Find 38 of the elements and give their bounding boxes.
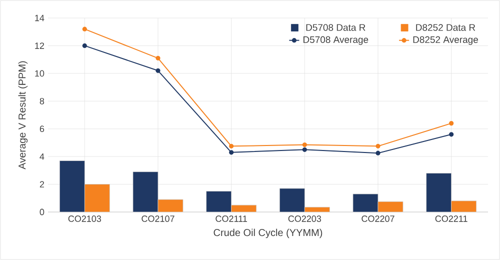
point	[449, 132, 454, 137]
y-tick-label: 10	[35, 70, 44, 77]
legend-label: D8252 Average	[413, 36, 478, 45]
x-axis-title: Crude Oil Cycle (YYMM)	[214, 228, 322, 238]
bar	[352, 194, 378, 212]
point	[229, 144, 234, 148]
point	[229, 150, 234, 155]
x-tick-label: CO2211	[435, 216, 468, 222]
y-tick-label: 12	[35, 42, 44, 49]
x-tick-label: CO2207	[362, 216, 394, 222]
bar	[59, 160, 85, 212]
point	[82, 26, 87, 32]
legend-label: D8252 Data R	[416, 24, 476, 31]
legend-label: D5708 Average	[303, 36, 368, 45]
x-tick-label: CO2203	[288, 216, 322, 222]
y-tick-label: 2	[40, 181, 44, 188]
x-tick-label: CO2107	[142, 216, 174, 222]
bar	[426, 172, 452, 212]
point	[302, 142, 307, 148]
x-tick-label: CO2103	[68, 216, 102, 222]
point	[376, 150, 380, 156]
point	[156, 68, 160, 73]
y-tick-label: 6	[40, 126, 44, 132]
legend-label: D5708 Data R	[306, 24, 366, 31]
bar	[279, 188, 305, 212]
y-axis-title: Average V Result (PPM)	[18, 61, 28, 170]
y-tick-label: 14	[35, 14, 44, 22]
point	[156, 56, 160, 60]
point	[449, 121, 454, 126]
y-tick-label: 8	[40, 98, 44, 104]
point	[376, 144, 380, 148]
bar	[206, 191, 232, 212]
point	[302, 147, 307, 152]
y-tick-label: 4	[40, 153, 44, 160]
y-tick-label: 0	[40, 208, 44, 216]
x-tick-label: CO2111	[216, 216, 247, 222]
bar	[132, 172, 158, 212]
point	[82, 43, 87, 48]
